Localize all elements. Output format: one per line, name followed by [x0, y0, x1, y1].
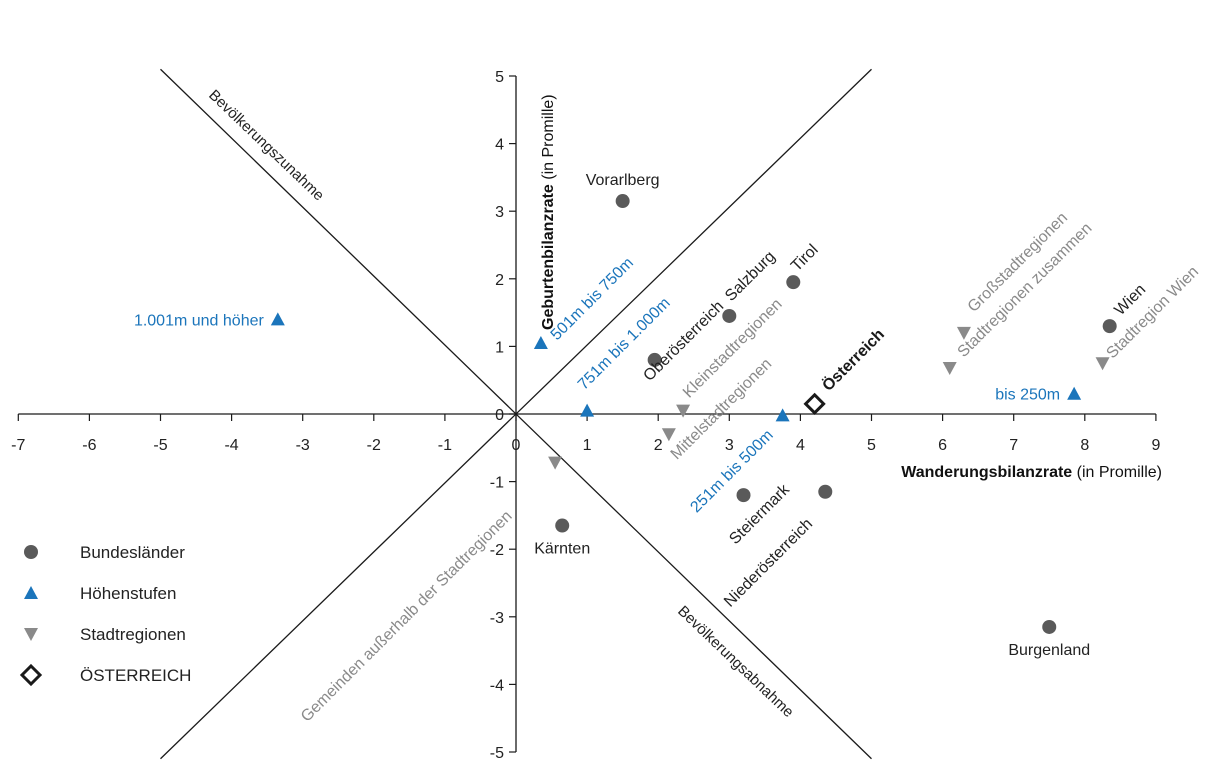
x-tick-label: -7 [11, 437, 25, 454]
legend-marker-osterreich [19, 663, 43, 687]
y-tick-label: 2 [495, 272, 504, 289]
x-tick-label: 9 [1151, 437, 1160, 454]
point-mittelstadtregionen [661, 428, 676, 442]
point-1-001m-und-hoher [270, 312, 285, 326]
x-tick-label: -5 [153, 437, 167, 454]
legend-label-hohenstufen: Höhenstufen [80, 584, 176, 603]
y-tick-label: 5 [495, 69, 504, 86]
y-tick-label: 3 [495, 204, 504, 221]
point-oberosterreich [647, 352, 662, 367]
point-label-salzburg: Salzburg [722, 248, 779, 305]
x-tick-label: 3 [725, 437, 734, 454]
x-tick-label: 1 [583, 437, 592, 454]
point-vorarlberg [615, 194, 630, 209]
point-tirol [786, 275, 801, 290]
x-tick-label: -2 [367, 437, 381, 454]
y-tick-label: 4 [495, 137, 504, 154]
legend-marker-hohenstufen [24, 586, 38, 599]
point-label-karnten: Kärnten [534, 541, 590, 558]
point-label-tirol: Tirol [788, 241, 822, 275]
x-tick-label: -3 [296, 437, 310, 454]
point-label-stadtregionen-zusammen: Stadtregionen zusammen [955, 220, 1096, 361]
y-tick-label: 1 [495, 339, 504, 356]
point-label-1-001m-und-hoher: 1.001m und höher [134, 312, 265, 329]
point-501m-bis-750m [533, 336, 548, 350]
point-gemeinden-ausserhalb-der-stadtregionen [548, 456, 563, 470]
y-tick-label: -3 [490, 610, 504, 627]
axes: -7 -6 -5 -4 -3 -2 -1 0 1 2 3 4 5 6 7 8 9 -5 -4 -3 -2 -1 0 1 2 3 4 5… [11, 69, 1162, 761]
legend-marker-bundeslander [24, 545, 38, 559]
point-burgenland [1042, 619, 1057, 634]
y-axis-title: Geburtenbilanzrate (in Promille) [540, 94, 557, 330]
point-stadtregion-wien [1095, 357, 1110, 371]
x-tick-label: 0 [512, 437, 521, 454]
point-niederosterreich [818, 484, 833, 499]
point-grossstadtregionen [956, 326, 971, 340]
y-tick-label: 0 [495, 407, 504, 424]
point-label-501m-bis-750m: 501m bis 750m [548, 254, 637, 343]
point-label-bis-250m: bis 250m [995, 387, 1060, 404]
diagonal-label-zunahme: Bevölkerungszunahme [205, 87, 327, 205]
diagonal-label-abnahme: Bevölkerungsabnahme [674, 603, 797, 721]
x-tick-label: -1 [438, 437, 452, 454]
y-tick-label: -1 [490, 475, 504, 492]
point-label-burgenland: Burgenland [1008, 642, 1090, 659]
x-tick-label: 8 [1080, 437, 1089, 454]
x-tick-label: -6 [82, 437, 96, 454]
x-tick-label: 6 [938, 437, 947, 454]
point-label-vorarlberg: Vorarlberg [586, 172, 660, 189]
point-bis-250m [1067, 386, 1082, 400]
y-tick-label: -4 [490, 677, 504, 694]
x-tick-label: 7 [1009, 437, 1018, 454]
legend-label-bundeslander: Bundesländer [80, 543, 185, 562]
legend-label-osterreich: ÖSTERREICH [80, 666, 191, 685]
point-salzburg [722, 308, 737, 323]
point-kleinstadtregionen [676, 404, 691, 418]
series-osterreich: Österreich [803, 325, 888, 415]
x-tick-label: 2 [654, 437, 663, 454]
point-osterreich [803, 392, 826, 415]
point-751m-bis-1-000m [580, 403, 595, 417]
x-tick-label: -4 [224, 437, 238, 454]
y-tick-label: -2 [490, 542, 504, 559]
x-tick-label: 5 [867, 437, 876, 454]
x-axis-title: Wanderungsbilanzrate (in Promille) [901, 464, 1162, 481]
legend-label-stadtregionen: Stadtregionen [80, 625, 186, 644]
point-wien [1102, 319, 1117, 334]
legend: Bundesländer Höhenstufen Stadtregionen ÖSTE… [19, 543, 191, 687]
point-label-osterreich: Österreich [818, 325, 888, 395]
point-stadtregionen-zusammen [942, 362, 957, 376]
point-steiermark [736, 488, 751, 503]
legend-marker-stadtregionen [24, 628, 38, 641]
y-tick-label: -5 [490, 745, 504, 761]
point-label-gemeinden-ausserhalb-der-stadtregionen: Gemeinden außerhalb der Stadtregionen [298, 508, 516, 726]
point-251m-bis-500m [775, 408, 790, 422]
x-tick-label: 4 [796, 437, 805, 454]
point-karnten [555, 518, 570, 533]
